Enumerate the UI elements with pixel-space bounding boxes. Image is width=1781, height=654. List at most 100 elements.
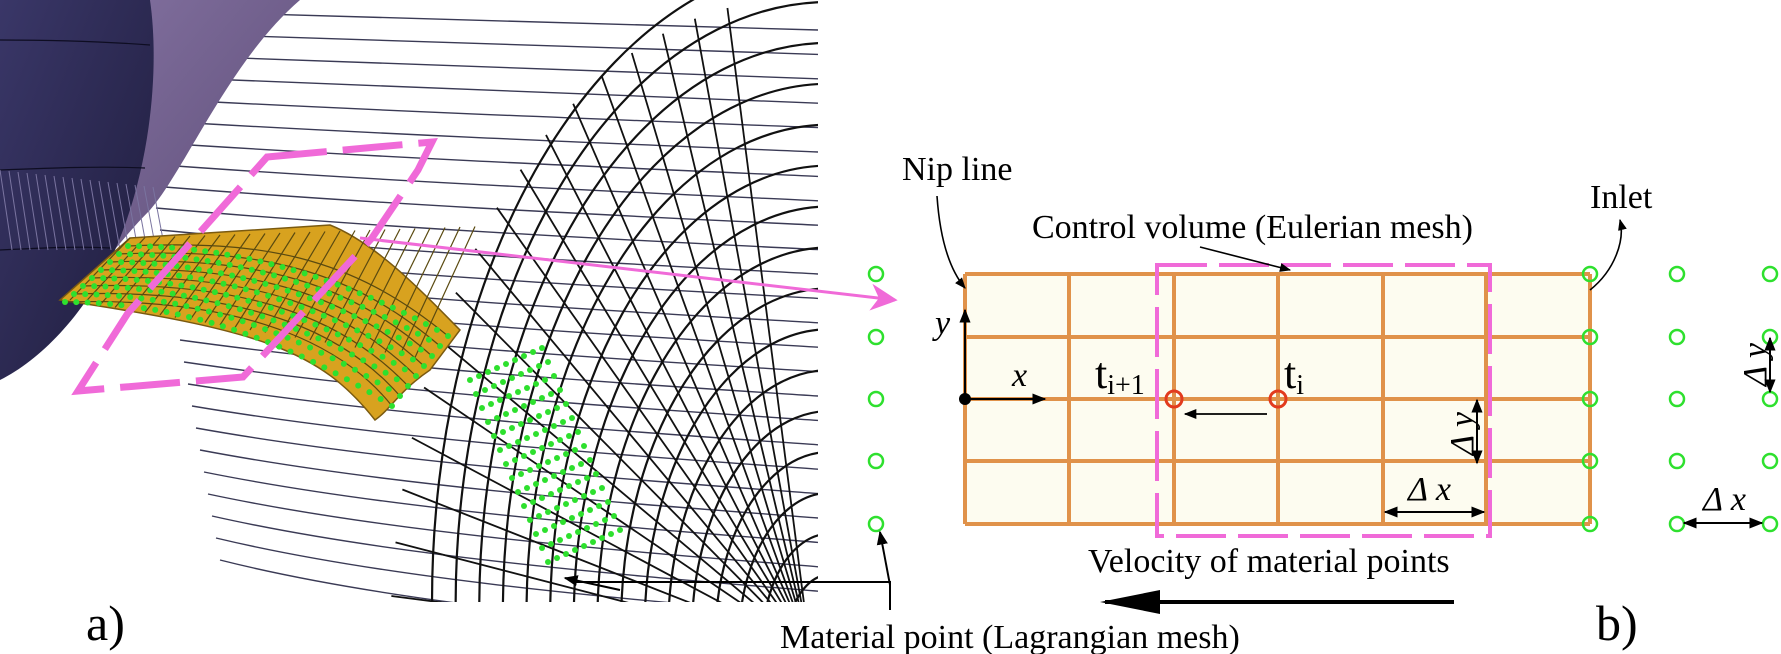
material-point	[542, 527, 548, 533]
inlet-point	[1581, 390, 1599, 408]
material-point	[539, 345, 545, 351]
material-point	[318, 299, 324, 306]
material-point	[527, 467, 533, 473]
material-point	[445, 333, 451, 339]
material-point	[494, 415, 500, 421]
material-point	[381, 314, 388, 320]
material-point	[340, 308, 347, 315]
eulerian-mesh-grid	[963, 272, 1592, 526]
strip-long-line	[118, 252, 441, 347]
material-point	[403, 325, 410, 331]
material-point	[306, 295, 313, 302]
material-point	[557, 437, 563, 443]
material-point	[290, 267, 297, 274]
cap-arc	[549, 164, 818, 602]
material-point	[231, 326, 238, 333]
material-point-leader-arrow-b	[876, 530, 891, 586]
drum-line	[219, 559, 455, 602]
hatch-line	[17, 171, 31, 251]
material-point	[93, 291, 100, 298]
material-point	[482, 387, 488, 393]
material-point	[593, 521, 599, 527]
material-point	[220, 280, 227, 287]
material-point	[617, 527, 623, 533]
cap-radial	[726, 7, 805, 602]
material-point	[253, 289, 260, 296]
material-point	[158, 244, 165, 250]
material-point	[138, 251, 145, 258]
material-point	[491, 383, 497, 389]
strip-cross-line	[414, 226, 476, 358]
material-point	[118, 302, 125, 309]
material-point	[524, 435, 530, 441]
material-point	[551, 523, 557, 529]
cap-arc	[430, 0, 695, 602]
material-point	[304, 282, 311, 289]
material-point	[282, 275, 288, 282]
material-point	[142, 268, 149, 275]
material-point	[593, 471, 599, 477]
material-point	[89, 275, 95, 281]
material-point	[590, 539, 596, 545]
delta-x-right-label: Δ x	[1701, 481, 1746, 518]
projection-arrow	[359, 236, 898, 311]
velocity-label: Velocity of material points	[1088, 543, 1450, 580]
material-point	[234, 294, 241, 301]
material-point	[312, 321, 319, 328]
material-point	[224, 251, 231, 258]
material-point	[169, 290, 176, 297]
material-point	[533, 481, 539, 487]
material-point	[312, 273, 319, 280]
inlet-point	[1581, 452, 1599, 470]
material-point	[509, 475, 515, 481]
material-point	[62, 299, 68, 305]
cap-radial	[455, 291, 764, 602]
material-point	[318, 349, 325, 356]
material-point	[368, 347, 375, 354]
material-point	[337, 294, 344, 301]
material-point	[536, 413, 542, 419]
material-point	[512, 457, 518, 463]
hatch-line	[8, 170, 22, 251]
material-point	[118, 259, 125, 266]
material-point	[563, 451, 569, 457]
material-point	[400, 309, 407, 316]
material-point	[229, 272, 236, 279]
material-point	[382, 369, 389, 376]
material-point	[346, 336, 352, 343]
material-point	[107, 301, 114, 307]
inlet-point	[1761, 390, 1779, 408]
material-point	[578, 511, 584, 517]
material-point	[530, 349, 536, 355]
cap-arc	[501, 82, 818, 602]
inlet-leader	[1589, 218, 1627, 291]
material-point	[542, 377, 548, 383]
material-point	[572, 497, 578, 503]
cap-radial	[402, 488, 691, 602]
material-point	[235, 253, 242, 260]
cap-radial	[496, 207, 778, 602]
inlet-point	[1581, 515, 1599, 533]
material-point	[503, 411, 509, 417]
material-point	[172, 300, 179, 307]
material-point	[548, 541, 554, 547]
drum-line	[143, 141, 818, 178]
material-point	[321, 364, 328, 371]
material-point	[506, 393, 512, 399]
material-point	[390, 359, 397, 366]
material-point	[206, 268, 213, 275]
inlet-points-column-a	[867, 265, 885, 533]
material-point	[140, 305, 147, 312]
material-point	[240, 275, 247, 282]
material-point	[518, 471, 524, 477]
material-point	[320, 312, 327, 319]
material-point	[209, 278, 216, 285]
delta-y-label: Δ y	[1444, 411, 1481, 457]
material-point	[167, 280, 174, 287]
material-points-3d	[62, 243, 623, 565]
roller-shading-bands	[0, 39, 151, 251]
material-point	[363, 373, 370, 379]
hatch-line	[44, 174, 58, 251]
drum-line	[195, 427, 818, 495]
material-point	[566, 433, 572, 439]
